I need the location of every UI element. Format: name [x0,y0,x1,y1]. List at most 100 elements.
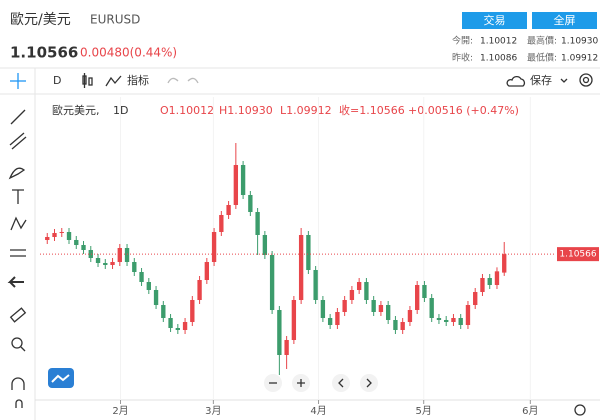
fullscreen-button[interactable] [532,12,597,29]
stat-value: 1.09912 [561,54,598,64]
candle-body [473,292,478,305]
indicator-icon[interactable] [105,75,122,87]
candle-body [378,305,384,312]
candle-body [88,250,93,258]
interval[interactable]: D [53,74,61,87]
candle-body [59,232,64,233]
candle-body [269,255,275,310]
candle-body [103,263,108,265]
candle-body [451,318,456,322]
stat-label: 最高價: [527,35,557,47]
stat-value: 1.10086 [480,54,517,64]
undo-redo[interactable] [167,77,199,84]
candle-body [502,254,507,273]
candle-body [45,237,50,240]
candle-body [400,322,405,330]
trade-button[interactable] [462,12,527,29]
cloud-icon[interactable] [506,75,526,87]
legend-change: +0.00516 (+0.47%) [408,104,519,117]
stat-value: 1.10012 [480,37,517,47]
x-tick-label: 3月 [205,405,221,417]
scroll-left[interactable] [332,374,350,392]
settings-icon[interactable] [579,73,593,87]
legend-low: L1.09912 [280,104,332,117]
legend-high: H1.10930 [219,104,273,117]
candle-body [153,290,159,305]
candle-icon[interactable] [82,73,93,88]
candle-body [385,305,391,320]
x-tick-label: 4月 [310,405,326,417]
save[interactable]: 保存 [530,73,552,87]
candle-body [175,328,180,330]
legend: 歐元美元, 1D O1.10012 H1.10930 L1.09912 收=1.… [52,103,519,117]
candle-body [146,282,151,290]
pair-name: 歐元/美元 [10,12,71,28]
last-price-label: 1.10566 [559,250,596,260]
axis-settings-icon[interactable] [574,404,586,416]
candle-body [327,318,333,325]
candle-body [139,272,144,282]
candle-body [197,280,202,300]
left-tools[interactable] [7,109,27,408]
x-tick-label: 6月 [522,405,538,417]
x-tick-label: 2月 [112,405,128,417]
candle-body [298,235,304,300]
candle-body [342,300,347,312]
stat-label: 最低價: [527,52,557,64]
stat-label: 昨收: [452,52,473,64]
candle-body [277,310,282,355]
candle-body [190,300,195,322]
candle-body [422,285,427,298]
fullscreen-label: 全屏 [554,13,576,27]
logo [48,368,74,388]
candle-body [204,262,210,280]
candle-body [436,318,442,320]
candle-body [161,305,166,318]
candle-body [117,248,122,262]
candle-body [240,165,246,195]
candle-body [429,298,434,318]
candle-body [494,271,500,285]
candle-body [132,262,137,272]
candle-body [211,232,217,262]
stat-value: 1.10930 [561,37,598,47]
legend-open: O1.10012 [160,104,214,117]
candle-body [182,322,188,330]
x-tick-label: 5月 [416,405,432,417]
candle-body [371,300,376,312]
candle-body [356,282,362,290]
candle-body [335,312,340,325]
candle-body [364,282,369,300]
candle-body [110,262,115,265]
candle-body [444,320,449,322]
zoom-controls[interactable] [264,374,378,392]
candle-body [81,245,86,250]
candle-body [52,233,57,237]
stats: 今開: 1.10012 最高價: 1.10930 昨收: 1.10086 最低價… [452,35,598,64]
candle-body [248,195,253,212]
legend-name: 歐元美元, [52,103,100,117]
candle-body [480,278,485,292]
candle-body [313,270,318,300]
dropdown-arrow[interactable] [560,78,568,83]
candle-body [291,300,297,340]
indicators[interactable]: 指标 [127,73,149,87]
trade-label: 交易 [484,13,506,27]
candle-body [168,318,173,328]
crosshair-icon[interactable] [10,73,26,89]
candle-body [407,310,413,322]
scroll-right[interactable] [360,374,378,392]
candle-body [95,258,101,263]
last-price-box [557,247,599,262]
candle-body [349,290,355,300]
candle-body [74,240,79,245]
candle-body [415,285,420,310]
candle-body [284,340,289,355]
plot: 2月 3月 4月 5月 6月 1.10566 [35,97,600,417]
candle-body [393,320,398,330]
candle-body [487,278,492,285]
pair-symbol: EURUSD [90,13,140,27]
candle-body [262,235,268,255]
candle-body [233,165,239,205]
